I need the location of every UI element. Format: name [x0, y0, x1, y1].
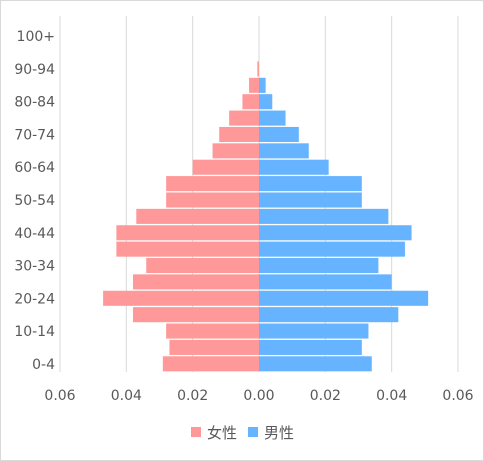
male-bar-60-64	[259, 159, 329, 175]
female-bars	[103, 61, 259, 372]
male-bar-85-89	[259, 77, 266, 93]
male-bar-30-34	[259, 257, 379, 274]
male-bars	[259, 77, 429, 372]
y-axis-labels: 0-4 10-14 20-24 30-34 40-44 50-54 60-64 70-74 80…	[14, 29, 55, 373]
male-bar-10-14	[259, 323, 369, 339]
y-tick-label: 10-14	[14, 324, 55, 340]
male-bar-45-49	[259, 208, 389, 224]
female-bar-20-24	[103, 290, 259, 306]
female-bar-55-59	[166, 176, 259, 192]
y-tick-label: 0-4	[32, 357, 55, 373]
female-bar-25-29	[132, 274, 259, 290]
legend-label-female: 女性	[207, 424, 237, 442]
female-bar-70-74	[219, 126, 259, 143]
legend-label-male: 男性	[264, 424, 294, 442]
female-bar-75-79	[229, 110, 259, 126]
y-tick-label: 50-54	[14, 193, 55, 209]
female-bar-85-89	[249, 77, 259, 93]
male-bar-20-24	[259, 290, 429, 306]
y-tick-label: 20-24	[14, 291, 55, 307]
male-bar-0-4	[259, 356, 372, 372]
x-tick-label: 0.02	[177, 388, 208, 404]
y-tick-label: 100+	[17, 29, 55, 45]
female-bar-35-39	[116, 241, 259, 257]
female-bar-50-54	[166, 192, 259, 208]
male-bar-35-39	[259, 241, 405, 257]
x-tick-label: 0.04	[111, 388, 142, 404]
female-bar-5-9	[169, 339, 259, 355]
male-bar-40-44	[259, 225, 412, 241]
male-bar-5-9	[259, 339, 362, 355]
female-bar-60-64	[192, 159, 259, 175]
female-bar-0-4	[162, 356, 259, 372]
y-tick-label: 40-44	[14, 226, 55, 242]
male-bar-50-54	[259, 192, 362, 208]
female-bar-90-94	[257, 61, 259, 77]
male-bar-65-69	[259, 143, 309, 159]
x-tick-label: 0.00	[243, 388, 274, 404]
y-tick-label: 90-94	[14, 62, 55, 78]
y-tick-label: 80-84	[14, 95, 55, 111]
female-bar-65-69	[212, 143, 259, 159]
x-tick-label: 0.04	[376, 388, 407, 404]
female-bar-80-84	[242, 94, 259, 110]
legend-swatch-female	[191, 427, 201, 437]
male-bar-75-79	[259, 110, 286, 126]
male-bar-80-84	[259, 94, 273, 110]
x-tick-label: 0.06	[442, 388, 473, 404]
female-bar-45-49	[136, 208, 259, 224]
x-axis-labels: 0.06 0.04 0.02 0.00 0.02 0.04 0.06	[44, 388, 473, 404]
legend-swatch-male	[248, 427, 258, 437]
female-bar-10-14	[166, 323, 259, 339]
female-bar-40-44	[116, 225, 259, 241]
male-bar-25-29	[259, 274, 392, 290]
y-tick-label: 70-74	[14, 127, 55, 143]
male-bar-55-59	[259, 176, 362, 192]
y-tick-label: 60-64	[14, 160, 55, 176]
y-tick-label: 30-34	[14, 259, 55, 275]
male-bar-70-74	[259, 126, 299, 143]
female-bar-30-34	[146, 257, 259, 274]
x-tick-label: 0.06	[44, 388, 75, 404]
x-tick-label: 0.02	[310, 388, 341, 404]
female-bar-15-19	[132, 307, 259, 323]
male-bar-15-19	[259, 307, 399, 323]
legend: 女性 男性	[191, 424, 294, 442]
